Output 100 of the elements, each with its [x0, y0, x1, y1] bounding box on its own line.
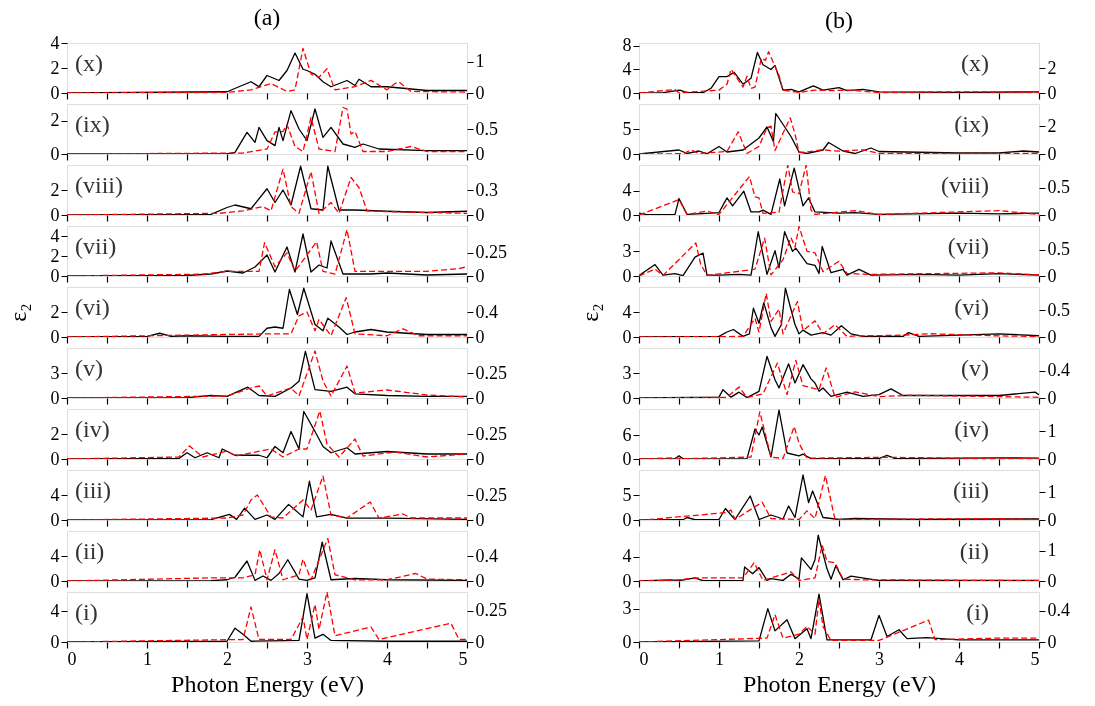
- y2-tick-label: 0.4: [1047, 600, 1070, 621]
- y2-tick-label: 0: [475, 509, 485, 530]
- annotation: (iv): [954, 416, 989, 442]
- y2-tick-label: 0: [475, 265, 485, 286]
- y-tick-label: 0: [50, 143, 60, 164]
- y-tick-label: 0: [50, 326, 60, 347]
- y2-tick-label: 0: [1047, 265, 1057, 286]
- y-tick-label: 8: [622, 35, 632, 56]
- y-tick-label: 4: [50, 600, 60, 621]
- y-tick-label: 0: [622, 204, 632, 225]
- y-tick-label: 4: [622, 180, 632, 201]
- y-tick-label: 4: [622, 301, 632, 322]
- x-tick-label: 3: [875, 648, 884, 669]
- y-tick-label: 0: [50, 570, 60, 591]
- y2-tick-label: 0: [1047, 448, 1057, 469]
- y2-tick-label: 0: [1047, 509, 1057, 530]
- annotation: (ii): [75, 538, 105, 564]
- y2-tick-label: 0: [475, 204, 485, 225]
- y2-tick-label: 0.25: [475, 362, 507, 383]
- annotation: (v): [961, 355, 989, 381]
- y-axis-title: ε₂: [576, 303, 603, 322]
- y-tick-label: 0: [622, 326, 632, 347]
- y-tick-label: 0: [50, 509, 60, 530]
- x-axis-title: Photon Energy (eV): [743, 670, 936, 697]
- x-axis-title: Photon Energy (eV): [171, 670, 364, 697]
- annotation: (vii): [75, 233, 117, 259]
- y2-tick-label: 1: [1047, 540, 1057, 561]
- y-tick-label: 2: [50, 179, 60, 200]
- x-tick-label: 5: [458, 648, 468, 669]
- y-tick-label: 2: [50, 110, 60, 131]
- y2-tick-label: 0: [475, 448, 485, 469]
- y-tick-label: 0: [622, 448, 632, 469]
- y-tick-label: 0: [622, 570, 632, 591]
- x-tick-label: 2: [795, 648, 804, 669]
- y2-tick-label: 2: [1047, 115, 1057, 136]
- y-axis-title: ε₂: [4, 303, 31, 322]
- x-tick-label: 4: [383, 648, 392, 669]
- y-tick-label: 0: [50, 387, 60, 408]
- y2-tick-label: 0: [1047, 143, 1057, 164]
- y2-tick-label: 0: [1047, 82, 1057, 103]
- y2-tick-label: 0: [1047, 204, 1057, 225]
- y2-tick-label: 0: [475, 631, 485, 652]
- annotation: (iii): [953, 477, 989, 503]
- annotation: (iv): [75, 416, 110, 442]
- y-tick-label: 4: [50, 484, 60, 505]
- y2-tick-label: 1: [1047, 420, 1057, 441]
- y-tick-label: 2: [50, 301, 60, 322]
- y2-tick-label: 0: [1047, 570, 1057, 591]
- x-tick-label: 1: [143, 648, 152, 669]
- annotation: (x): [75, 50, 103, 76]
- x-tick-label: 2: [223, 648, 232, 669]
- y2-tick-label: 0.4: [1047, 360, 1070, 381]
- x-tick-label: 3: [303, 648, 312, 669]
- y-tick-label: 3: [622, 362, 632, 383]
- y-tick-label: 0: [622, 143, 632, 164]
- y-tick-label: 0: [50, 631, 60, 652]
- y-tick-label: 0: [50, 448, 60, 469]
- y-tick-label: 6: [622, 424, 632, 445]
- y-tick-label: 4: [50, 545, 60, 566]
- y-tick-label: 2: [50, 57, 60, 78]
- annotation: (ix): [954, 111, 989, 137]
- y-tick-label: 0: [622, 265, 632, 286]
- annotation: (ix): [75, 111, 110, 137]
- annotation: (iii): [75, 477, 111, 503]
- x-tick-label: 4: [955, 648, 964, 669]
- x-tick-label: 1: [715, 648, 724, 669]
- y-tick-label: 3: [622, 598, 632, 619]
- y-tick-label: 4: [50, 32, 60, 53]
- y2-tick-label: 0.4: [475, 301, 498, 322]
- y2-tick-label: 0.5: [475, 118, 498, 139]
- y2-tick-label: 0: [475, 570, 485, 591]
- y-tick-label: 0: [622, 509, 632, 530]
- line-series: [67, 296, 467, 337]
- x-tick-label: 0: [67, 648, 77, 669]
- y2-tick-label: 0.5: [1047, 239, 1070, 260]
- y-tick-label: 5: [622, 484, 632, 505]
- y-tick-label: 3: [622, 240, 632, 261]
- annotation: (viii): [75, 172, 123, 198]
- y2-tick-label: 0.25: [475, 600, 507, 621]
- y2-tick-label: 0.5: [1047, 299, 1070, 320]
- y2-tick-label: 0: [475, 143, 485, 164]
- y2-tick-label: 0.25: [475, 484, 507, 505]
- annotation: (x): [961, 50, 989, 76]
- annotation: (vii): [947, 233, 989, 259]
- y-tick-label: 0: [50, 82, 60, 103]
- y2-tick-label: 0: [1047, 387, 1057, 408]
- y2-tick-label: 0.25: [475, 423, 507, 444]
- annotation: (ii): [959, 538, 989, 564]
- y2-tick-label: 0: [475, 326, 485, 347]
- annotation: (i): [75, 599, 98, 625]
- annotation: (v): [75, 355, 103, 381]
- y-tick-label: 4: [622, 546, 632, 567]
- chart-title: (b): [825, 6, 853, 33]
- y2-tick-label: 0.3: [475, 179, 498, 200]
- y-tick-label: 5: [622, 118, 632, 139]
- y-tick-label: 0: [50, 265, 60, 286]
- y-tick-label: 4: [50, 225, 60, 246]
- annotation: (i): [966, 599, 989, 625]
- y2-tick-label: 0: [475, 82, 485, 103]
- y2-tick-label: 0.5: [1047, 177, 1070, 198]
